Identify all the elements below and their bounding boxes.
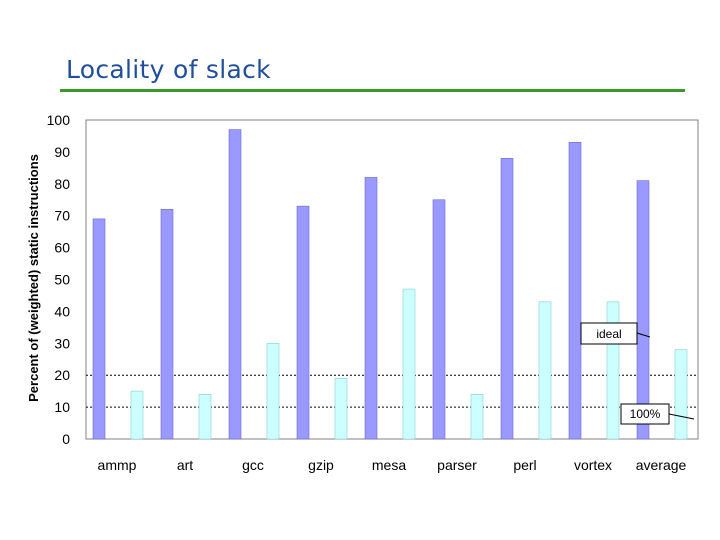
annotation-ideal-label: ideal: [596, 327, 621, 341]
y-tick-label: 100: [47, 112, 71, 128]
bar-a-parser: [432, 199, 446, 440]
bar-a-vortex: [568, 142, 582, 440]
x-category-label: parser: [437, 457, 477, 473]
bar-a-perl: [500, 157, 514, 440]
y-tick-label: 70: [54, 208, 70, 224]
y-tick-label: 10: [54, 399, 70, 415]
bar-b-parser: [470, 394, 484, 440]
y-tick-label: 40: [54, 303, 70, 319]
annotation-ideal: ideal: [580, 322, 651, 345]
bar-a-art: [160, 209, 174, 440]
bar-b-ammp: [130, 390, 144, 440]
bar-b-gcc: [266, 342, 280, 440]
x-category-label: average: [636, 457, 687, 473]
x-category-label: mesa: [372, 457, 406, 473]
x-category-label: gcc: [242, 457, 264, 473]
y-tick-label: 30: [54, 335, 70, 351]
bar-b-mesa: [402, 288, 416, 440]
title-rule: [60, 89, 685, 92]
x-category-label: ammp: [98, 457, 137, 473]
y-axis-label: Percent of (weighted) static instruction…: [26, 154, 41, 402]
bar-a-gcc: [228, 129, 242, 440]
x-category-label: art: [177, 457, 193, 473]
plot-frame: [85, 119, 699, 440]
y-tick-label: 20: [54, 367, 70, 383]
y-tick-label: 50: [54, 272, 70, 288]
bar-b-art: [198, 394, 212, 440]
y-tick-label: 0: [62, 431, 70, 447]
y-tick-label: 60: [54, 240, 70, 256]
x-category-label: gzip: [308, 457, 334, 473]
bar-a-gzip: [296, 205, 310, 440]
annotation-100pct: 100%: [620, 403, 695, 425]
bar-b-vortex: [606, 301, 620, 440]
slide-title: Locality of slack: [66, 55, 271, 84]
bar-a-ammp: [92, 218, 106, 440]
bar-b-gzip: [334, 378, 348, 440]
y-tick-label: 90: [54, 144, 70, 160]
y-tick-label: 80: [54, 176, 70, 192]
bar-b-average: [674, 349, 688, 440]
bar-a-mesa: [364, 177, 378, 440]
bar-b-perl: [538, 301, 552, 440]
x-category-label: vortex: [574, 457, 612, 473]
bar-a-average: [636, 180, 650, 440]
annotation-100pct-label: 100%: [630, 407, 661, 421]
x-category-label: perl: [513, 457, 536, 473]
